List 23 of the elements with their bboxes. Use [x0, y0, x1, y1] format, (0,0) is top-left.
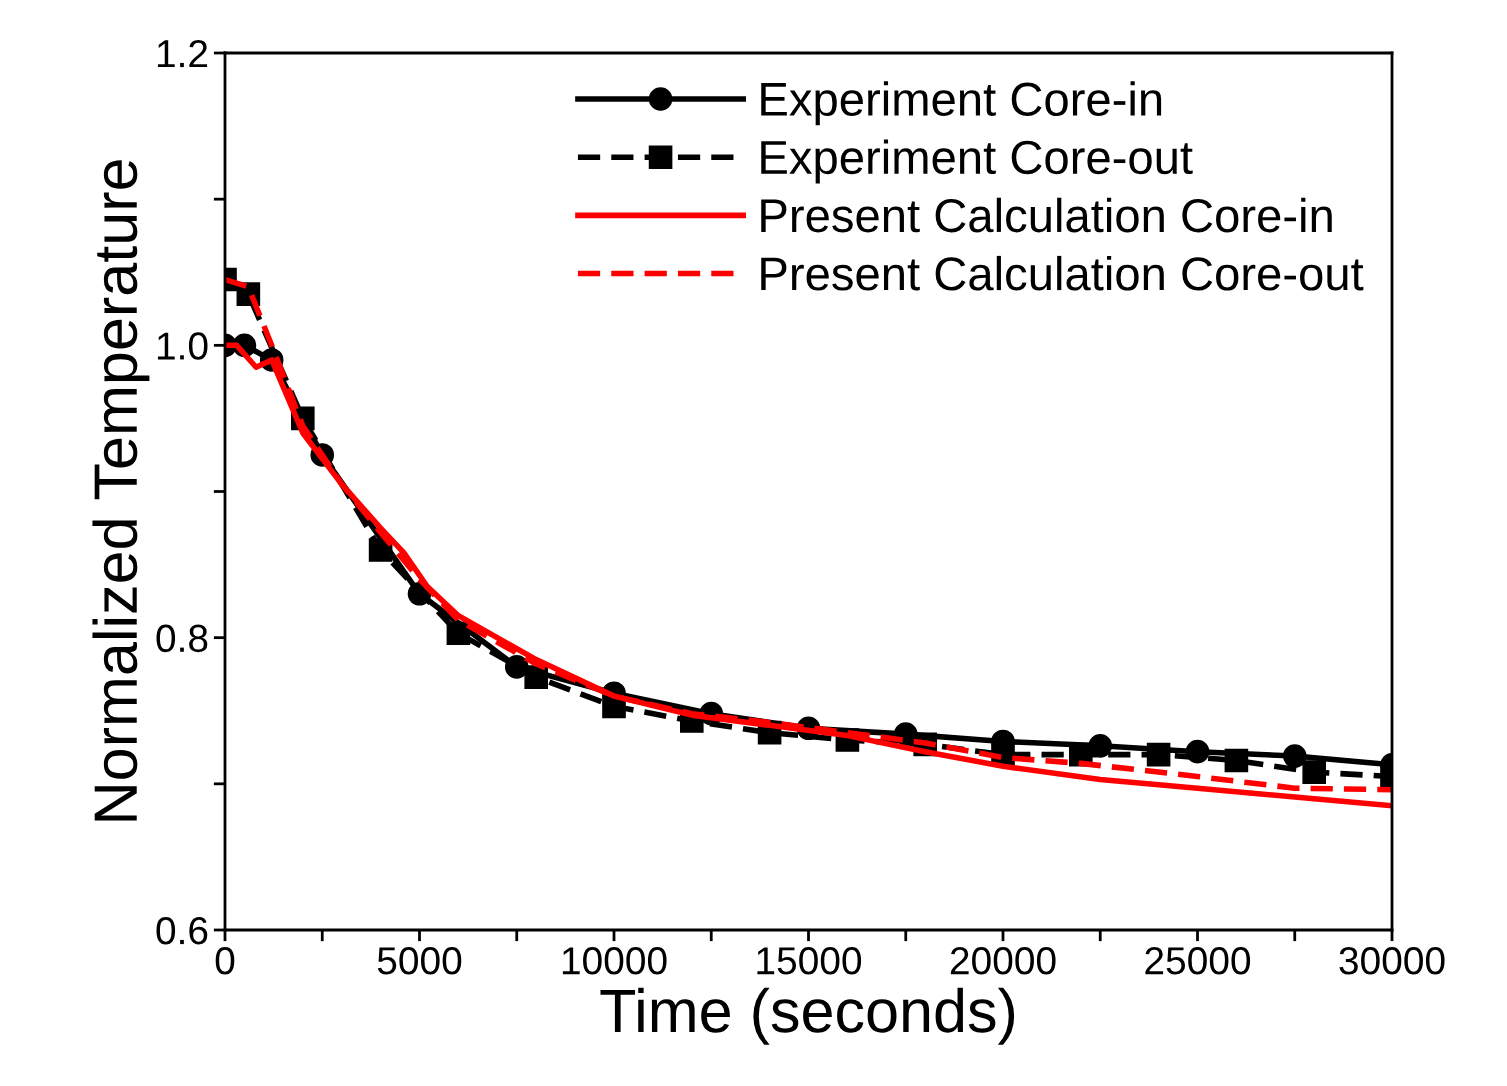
point: [446, 621, 471, 646]
point: [524, 665, 549, 689]
x-tick-label: 5000: [377, 947, 462, 975]
legend-label: Present Calculation Core-out: [761, 255, 1364, 291]
legend-label: Experiment Core-out: [761, 139, 1193, 184]
x-tick-label: 25000: [1145, 947, 1251, 975]
y-tick-label: 1.2: [157, 39, 208, 68]
point: [1146, 742, 1171, 767]
x-tick-label: 0: [215, 947, 235, 975]
point: [1302, 760, 1327, 784]
point: [1224, 748, 1249, 773]
x-tick-label: 15000: [757, 947, 862, 975]
legend-label: Experiment Core-in: [761, 81, 1162, 126]
x-axis-title: Time (seconds): [600, 987, 1015, 1045]
x-tick-label: 30000: [1339, 947, 1445, 975]
y-tick-label: 0.6: [156, 916, 208, 945]
y-tick-label: 0.8: [156, 624, 208, 653]
y-tick-label: 1.0: [157, 332, 208, 360]
x-tick-label: 20000: [950, 947, 1056, 975]
legend-label: Present Calculation Core-in: [761, 197, 1332, 233]
point: [1282, 744, 1307, 768]
y-axis-title: Normalized Temperature: [92, 160, 150, 821]
x-tick-label: 10000: [562, 947, 667, 975]
